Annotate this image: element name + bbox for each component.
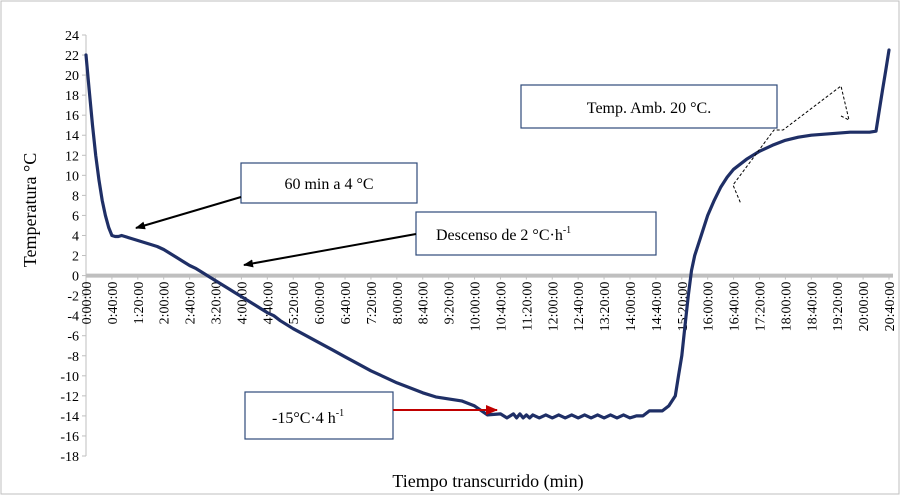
series-layer — [84, 48, 891, 420]
minus15-main: -15°C·4 h — [272, 410, 336, 427]
descenso-sup: -1 — [563, 225, 571, 236]
y-tick-label: -10 — [60, 370, 79, 385]
y-axis-title: Temperatura °C — [20, 153, 40, 267]
x-tick-label: 5:20:00 — [287, 282, 302, 325]
x-tick-label: 7:20:00 — [365, 282, 380, 325]
minus15-sup: -1 — [336, 408, 344, 419]
x-tick-label: 18:40:00 — [805, 282, 820, 332]
x-tick-label: 3:20:00 — [210, 282, 225, 325]
x-tick-label: 19:20:00 — [831, 282, 846, 332]
series-line — [84, 48, 891, 420]
y-tick-label: -6 — [67, 330, 79, 345]
y-tick-label: -14 — [60, 410, 79, 425]
y-tick-label: -16 — [60, 430, 79, 445]
x-tick-label: 2:40:00 — [184, 282, 199, 325]
y-tick-label: 6 — [72, 209, 79, 224]
ambient-callout-line — [732, 85, 850, 205]
annotation-box-15c — [244, 391, 394, 440]
y-tick-label: -2 — [67, 290, 79, 305]
x-tick-label: 1:20:00 — [132, 282, 147, 325]
y-tick-label: 24 — [65, 29, 79, 44]
y-tick-label: 18 — [65, 89, 79, 104]
x-tick-label: 4:40:00 — [261, 282, 276, 325]
x-tick-label: 0:00:00 — [80, 282, 95, 325]
x-tick-label: 11:20:00 — [520, 282, 535, 331]
x-tick-label: 4:00:00 — [235, 282, 250, 325]
x-tick-label: 6:00:00 — [313, 282, 328, 325]
annotation-text-60min: 60 min a 4 °C — [284, 176, 373, 193]
y-tick-label: -4 — [67, 310, 79, 325]
y-tick-label: 2 — [72, 250, 79, 265]
x-tick-label: 9:20:00 — [443, 282, 458, 325]
x-tick-label: 14:40:00 — [650, 282, 665, 332]
x-tick-label: 16:00:00 — [702, 282, 717, 332]
arrow-descenso — [243, 233, 417, 268]
y-tick-label: 10 — [65, 169, 79, 184]
descenso-main: Descenso de 2 °C·h — [436, 227, 563, 244]
x-axis-title: Tiempo transcurrido (min) — [392, 471, 583, 492]
y-tick-label: 12 — [65, 149, 79, 164]
x-tick-label: 0:40:00 — [106, 282, 121, 325]
y-tick-label: 8 — [72, 189, 79, 204]
annotation-box-ambient — [520, 84, 778, 129]
annotation-text-ambient: Temp. Amb. 20 °C. — [587, 100, 711, 117]
y-tick-label: -8 — [67, 350, 79, 365]
x-tick-label: 6:40:00 — [339, 282, 354, 325]
annotation-text-descenso: Descenso de 2 °C·h-1 — [436, 225, 571, 244]
x-tick-label: 10:40:00 — [494, 282, 509, 332]
annotation-box-60min — [240, 162, 418, 204]
y-tick-label: -12 — [60, 390, 79, 405]
x-tick-label: 18:00:00 — [779, 282, 794, 332]
x-tick-label: 16:40:00 — [728, 282, 743, 332]
x-tick-label: 8:00:00 — [391, 282, 406, 325]
annotation-layer: Temp. Amb. 20 °C. 60 min a 4 °C Descenso d… — [135, 84, 850, 440]
annotation-text-15c: -15°C·4 h-1 — [272, 408, 344, 427]
y-tick-label: 16 — [65, 109, 79, 124]
x-tick-label: 17:20:00 — [753, 282, 768, 332]
y-tick-label: 0 — [72, 270, 79, 285]
y-tick-label: 14 — [65, 129, 79, 144]
x-tick-label: 12:00:00 — [546, 282, 561, 332]
axes-layer: -18-16-14-12-10-8-6-4-202468101214161820… — [60, 29, 898, 465]
x-tick-label: 10:00:00 — [469, 282, 484, 332]
y-tick-label: 4 — [72, 229, 79, 244]
arrow-60min — [135, 196, 242, 230]
x-tick-label: 20:00:00 — [857, 282, 872, 332]
x-tick-label: 13:20:00 — [598, 282, 613, 332]
x-tick-label: 12:40:00 — [572, 282, 587, 332]
x-tick-label: 8:40:00 — [417, 282, 432, 325]
y-tick-label: -18 — [60, 450, 79, 465]
x-tick-label: 2:00:00 — [158, 282, 173, 325]
x-tick-label: 14:00:00 — [624, 282, 639, 332]
y-tick-label: 22 — [65, 49, 79, 64]
x-tick-label: 20:40:00 — [883, 282, 898, 332]
y-tick-label: 20 — [65, 69, 79, 84]
annotation-box-descenso — [415, 211, 657, 256]
